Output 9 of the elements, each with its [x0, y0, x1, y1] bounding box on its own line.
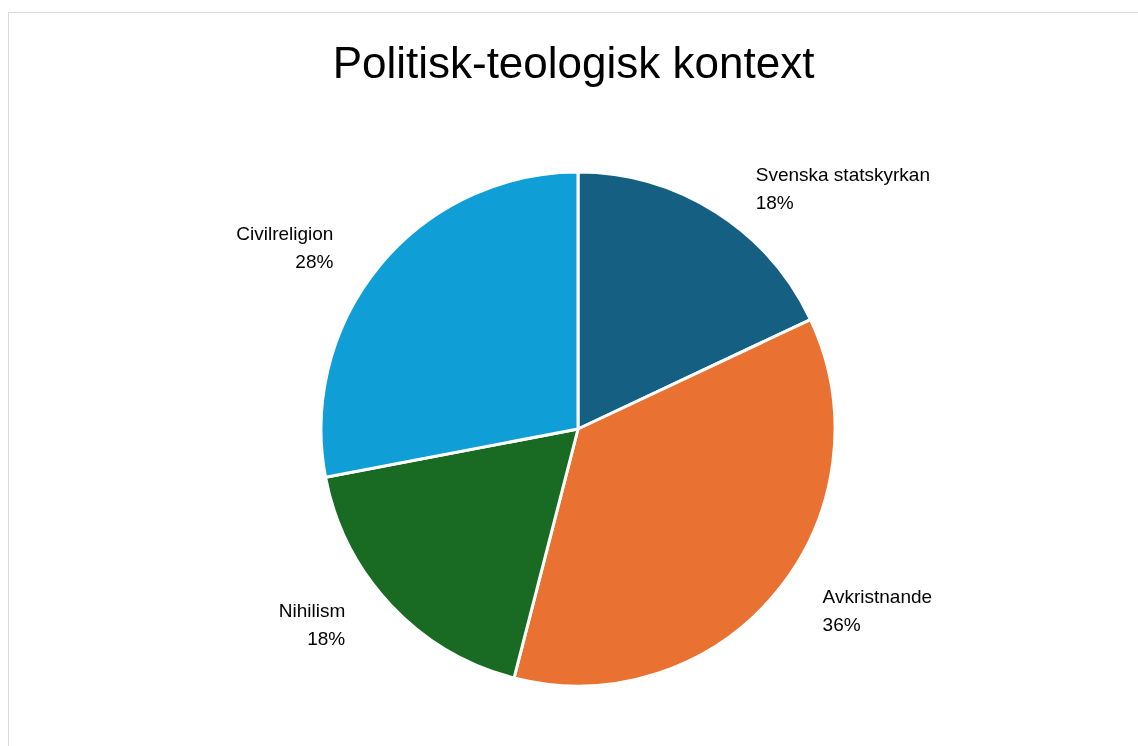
slice-label: Svenska statskyrkan [755, 163, 930, 185]
data-label: 36% [822, 614, 861, 636]
slice-label: Avkristnande [822, 586, 933, 608]
data-label: 28% [295, 250, 334, 272]
chart-title: Politisk-teologisk kontext [332, 37, 815, 87]
slice-label: Nihilism [278, 599, 346, 621]
data-label: 18% [307, 627, 346, 649]
data-label: 18% [755, 191, 794, 213]
slice-label: Civilreligion [236, 222, 334, 244]
